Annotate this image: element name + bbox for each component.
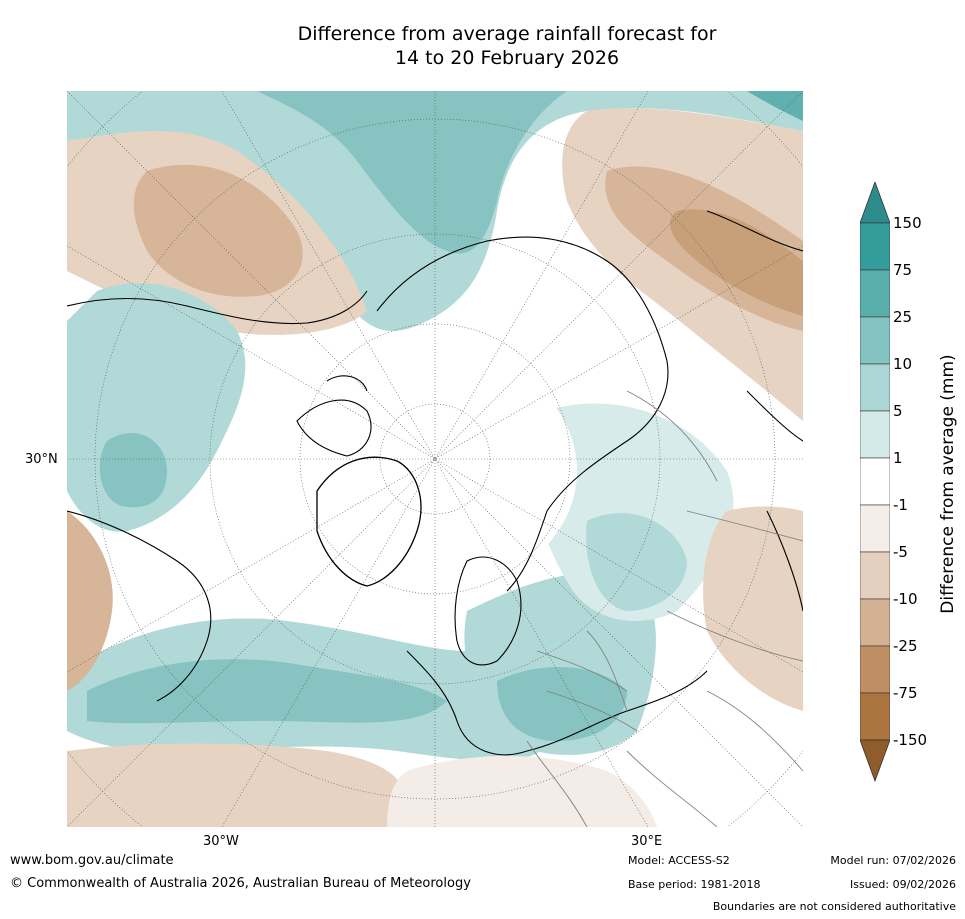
colorbar-tick-label: -10 xyxy=(893,590,918,608)
colorbar-segment xyxy=(860,504,890,553)
rainfall-anomaly-map[interactable] xyxy=(67,91,803,827)
colorbar-segment xyxy=(860,692,890,741)
colorbar-tick-label: -1 xyxy=(893,496,908,514)
lon-30w-label: 30°W xyxy=(203,834,239,849)
dry-region-alaska-core xyxy=(133,164,303,297)
dry-region-south-atlantic xyxy=(67,743,409,827)
colorbar-tick-label: -75 xyxy=(893,684,918,702)
model-name: Model: ACCESS-S2 xyxy=(628,854,730,867)
colorbar-segment xyxy=(860,598,890,647)
political-borders xyxy=(526,390,803,827)
colorbar-tick-label: 150 xyxy=(893,214,922,232)
colorbar-segment xyxy=(860,269,890,318)
wet-region-pacific-core xyxy=(257,91,567,254)
colorbar-tick-label: 5 xyxy=(893,402,903,420)
base-period: Base period: 1981-2018 xyxy=(628,878,761,891)
colorbar-extend-top xyxy=(860,182,890,224)
colorbar-segments xyxy=(860,182,890,782)
colorbar-tick-label: -25 xyxy=(893,637,918,655)
lon-30e-label: 30°E xyxy=(631,834,663,849)
europe-coast xyxy=(406,650,708,756)
colorbar-extend-bottom xyxy=(860,739,890,782)
colorbar-tick-label: -5 xyxy=(893,543,908,561)
colorbar-tick-label: 25 xyxy=(893,308,913,326)
boundaries-disclaimer: Boundaries are not considered authoritat… xyxy=(712,900,956,913)
dry-region-sahara xyxy=(387,756,657,827)
issued-date: Issued: 09/02/2026 xyxy=(849,878,956,891)
wet-region-canada-core xyxy=(99,432,167,508)
alaska-coast xyxy=(67,290,368,325)
colorbar-title: Difference from average (mm) xyxy=(938,354,958,614)
colorbar-tick-label: -150 xyxy=(893,731,928,749)
model-run-date: Model run: 07/02/2026 xyxy=(830,854,956,867)
colorbar xyxy=(860,182,890,782)
canadian-archipelago-coast xyxy=(296,375,372,457)
scandinavia-coast xyxy=(454,556,522,666)
wet-region-pacific-heavy xyxy=(747,91,803,121)
arctic-neutral-zone xyxy=(297,351,577,591)
wet-region-russia-core xyxy=(586,513,687,611)
colorbar-tick-label: 10 xyxy=(893,355,913,373)
greenland-coast xyxy=(316,456,422,587)
colorbar-segment xyxy=(860,457,890,506)
colorbar-segment xyxy=(860,551,890,600)
colorbar-tick-label: 1 xyxy=(893,449,903,467)
colorbar-segment xyxy=(860,410,890,459)
graticule xyxy=(67,91,803,827)
colorbar-segment xyxy=(860,222,890,271)
title-line-2: 14 to 20 February 2026 xyxy=(394,47,620,69)
colorbar-segment xyxy=(860,645,890,694)
north-america-coast xyxy=(67,510,212,702)
colorbar-tick-label: 75 xyxy=(893,261,913,279)
eurasia-arctic-coast xyxy=(376,236,669,592)
title-line-1: Difference from average rainfall forecas… xyxy=(297,23,717,45)
chart-title: Difference from average rainfall forecas… xyxy=(0,22,965,70)
dry-region-siberia-heavy xyxy=(669,209,803,316)
east-asia-coast xyxy=(706,210,803,612)
website-link[interactable]: www.bom.gov.au/climate xyxy=(10,853,174,868)
wet-region-europe-core xyxy=(497,667,627,741)
dry-region-asia-south xyxy=(703,506,803,711)
colorbar-segment xyxy=(860,316,890,365)
dry-region-west-coast xyxy=(67,511,113,691)
copyright-text: © Commonwealth of Australia 2026, Austra… xyxy=(10,876,471,891)
wet-region-atlantic-core xyxy=(87,659,447,724)
lat-30n-label: 30°N xyxy=(25,452,58,467)
colorbar-segment xyxy=(860,363,890,412)
